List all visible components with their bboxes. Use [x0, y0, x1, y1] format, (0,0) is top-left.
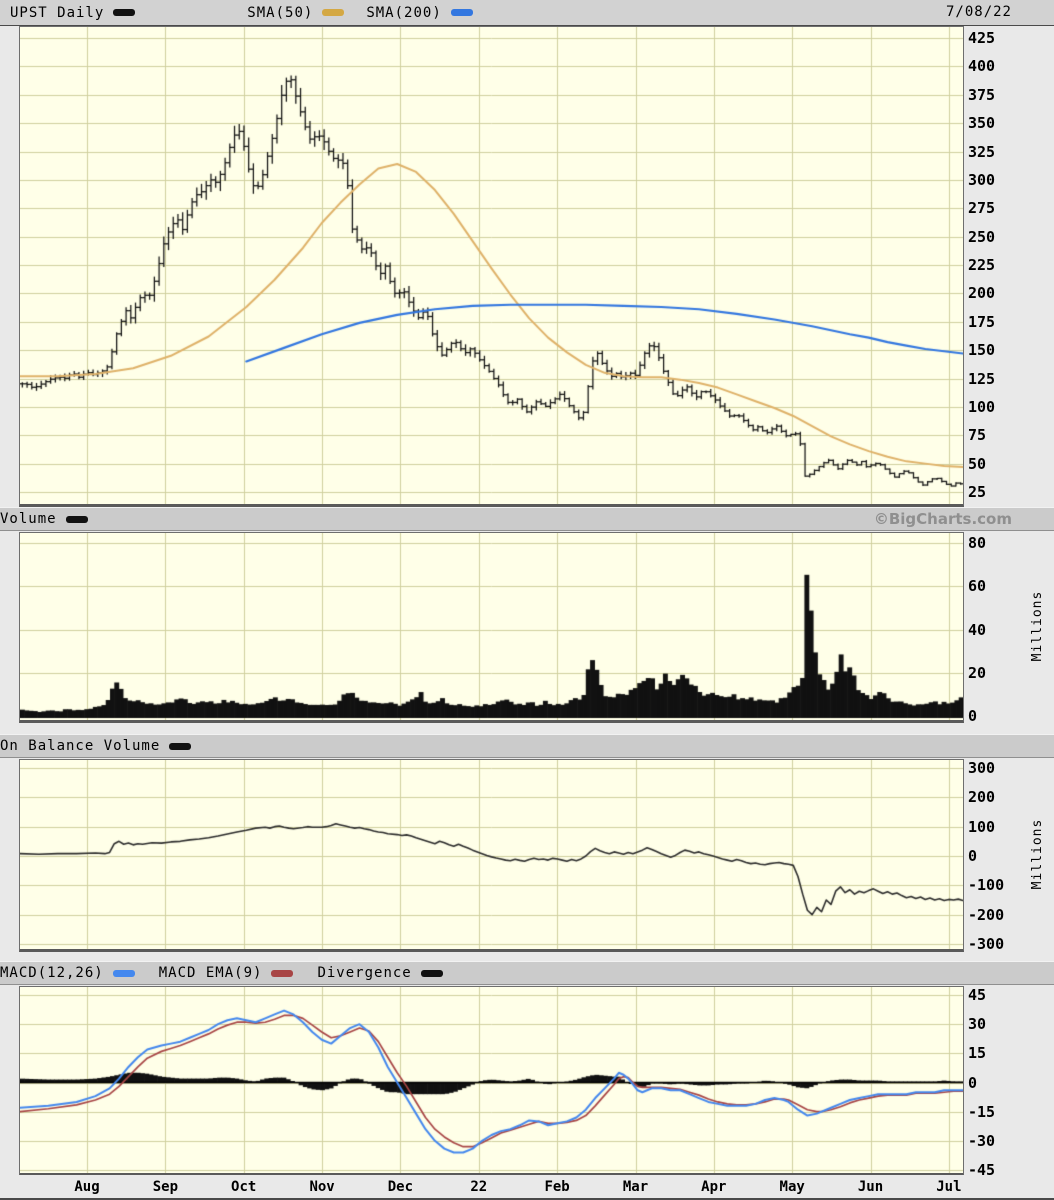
y-axis-label: 300: [968, 759, 996, 777]
volume-swatch-icon: [65, 515, 88, 523]
y-axis-label: 175: [968, 312, 996, 331]
y-axis-label: 100: [968, 397, 996, 416]
y-axis-label: 150: [968, 341, 996, 360]
divergence-title: Divergence: [317, 965, 412, 981]
sma200-legend: SMA(200): [366, 4, 473, 21]
y-axis-label: 45: [968, 986, 987, 1004]
y-axis-label: 60: [968, 577, 987, 596]
divergence-legend: Divergence: [317, 965, 443, 981]
sma50-swatch-icon: [322, 9, 345, 16]
y-axis-label: -100: [968, 876, 1005, 895]
volume-chart-canvas: [20, 533, 963, 720]
macd-legend: MACD(12,26): [0, 965, 135, 981]
y-axis-label: 325: [968, 142, 996, 161]
x-axis-month-label: Jul: [936, 1179, 962, 1195]
chart-date: 7/08/22: [945, 4, 1012, 20]
y-axis-label: 30: [968, 1015, 987, 1034]
obv-chart-canvas: [20, 760, 963, 949]
price-chart-canvas: [20, 27, 963, 504]
macd-title: MACD(12,26): [0, 965, 104, 981]
macd-ema-swatch-icon: [271, 969, 294, 977]
y-axis-label: 0: [968, 847, 978, 865]
obv-swatch-icon: [169, 742, 192, 750]
obv-legend: On Balance Volume: [0, 738, 192, 754]
volume-axis-unit: Millions: [1030, 590, 1045, 662]
sma50-legend-label: SMA(50): [247, 4, 314, 21]
x-axis-strip: Aug Sep Oct Nov Dec 22 Feb Mar Apr May Jun Jul: [0, 1175, 1054, 1200]
macd-header-bar: MACD(12,26) MACD EMA(9) Divergence: [0, 961, 1054, 985]
price-legend: UPST Daily: [10, 4, 136, 21]
x-axis-month-label: Feb: [544, 1179, 570, 1195]
y-axis-label: 15: [968, 1044, 987, 1063]
macd-chart-canvas: [20, 987, 963, 1173]
obv-panel: [19, 759, 964, 952]
price-panel: [19, 26, 964, 507]
divergence-swatch-icon: [420, 969, 443, 977]
x-axis-month-label: 22: [470, 1179, 488, 1195]
y-axis-label: 275: [968, 199, 996, 218]
y-axis-label: 75: [968, 426, 987, 445]
x-axis-month-label: Jun: [857, 1179, 884, 1195]
volume-header-bar: Volume ©BigCharts.com: [0, 507, 1054, 531]
y-axis-label: 0: [968, 1073, 978, 1092]
y-axis-label: 25: [968, 483, 987, 501]
y-axis-label: 125: [968, 369, 996, 388]
y-axis-label: -45: [968, 1161, 996, 1179]
sma200-swatch-icon: [450, 9, 473, 16]
x-axis-month-label: Dec: [387, 1179, 414, 1195]
x-axis-month-label: May: [779, 1179, 805, 1195]
y-axis-label: 200: [968, 284, 996, 303]
bigcharts-copyright: ©BigCharts.com: [873, 510, 1012, 528]
x-axis-month-label: Aug: [74, 1179, 100, 1195]
x-axis-month-label: Apr: [701, 1179, 727, 1195]
y-axis-label: -15: [968, 1102, 996, 1121]
y-axis-label: 200: [968, 788, 996, 807]
obv-axis-unit: Millions: [1030, 818, 1045, 890]
y-axis-label: 350: [968, 114, 996, 133]
y-axis-label: 80: [968, 534, 987, 552]
volume-panel: [19, 532, 964, 723]
macd-panel: [19, 986, 964, 1176]
macd-swatch-icon: [112, 969, 135, 977]
volume-title: Volume: [0, 511, 57, 527]
y-axis-label: -300: [968, 935, 1005, 953]
top-legend-bar: UPST Daily SMA(50) SMA(200) 7/08/22: [0, 0, 1054, 26]
price-swatch-icon: [113, 9, 136, 16]
price-legend-label: UPST Daily: [10, 4, 105, 21]
volume-legend: Volume: [0, 511, 88, 527]
y-axis-label: 225: [968, 256, 996, 274]
y-axis-label: 375: [968, 85, 996, 104]
x-axis-month-label: Mar: [622, 1179, 649, 1195]
sma50-legend: SMA(50): [247, 4, 345, 21]
obv-header-bar: On Balance Volume: [0, 734, 1054, 758]
y-axis-label: 425: [968, 29, 996, 47]
x-axis-month-label: Nov: [309, 1179, 335, 1195]
y-axis-label: 400: [968, 57, 996, 76]
y-axis-label: -200: [968, 905, 1005, 924]
sma200-legend-label: SMA(200): [366, 4, 442, 21]
y-axis-label: 20: [968, 663, 987, 682]
macd-ema-title: MACD EMA(9): [158, 965, 263, 981]
y-axis-label: 300: [968, 170, 996, 189]
y-axis-label: 250: [968, 227, 996, 246]
obv-title: On Balance Volume: [0, 738, 161, 754]
y-axis-label: 50: [968, 454, 987, 473]
y-axis-label: -30: [968, 1131, 996, 1150]
y-axis-label: 0: [968, 707, 978, 725]
macd-ema-legend: MACD EMA(9): [159, 965, 294, 981]
y-axis-label: 40: [968, 620, 987, 639]
x-axis-month-label: Sep: [152, 1179, 179, 1195]
x-axis-month-label: Oct: [231, 1179, 257, 1195]
y-axis-label: 100: [968, 817, 996, 836]
